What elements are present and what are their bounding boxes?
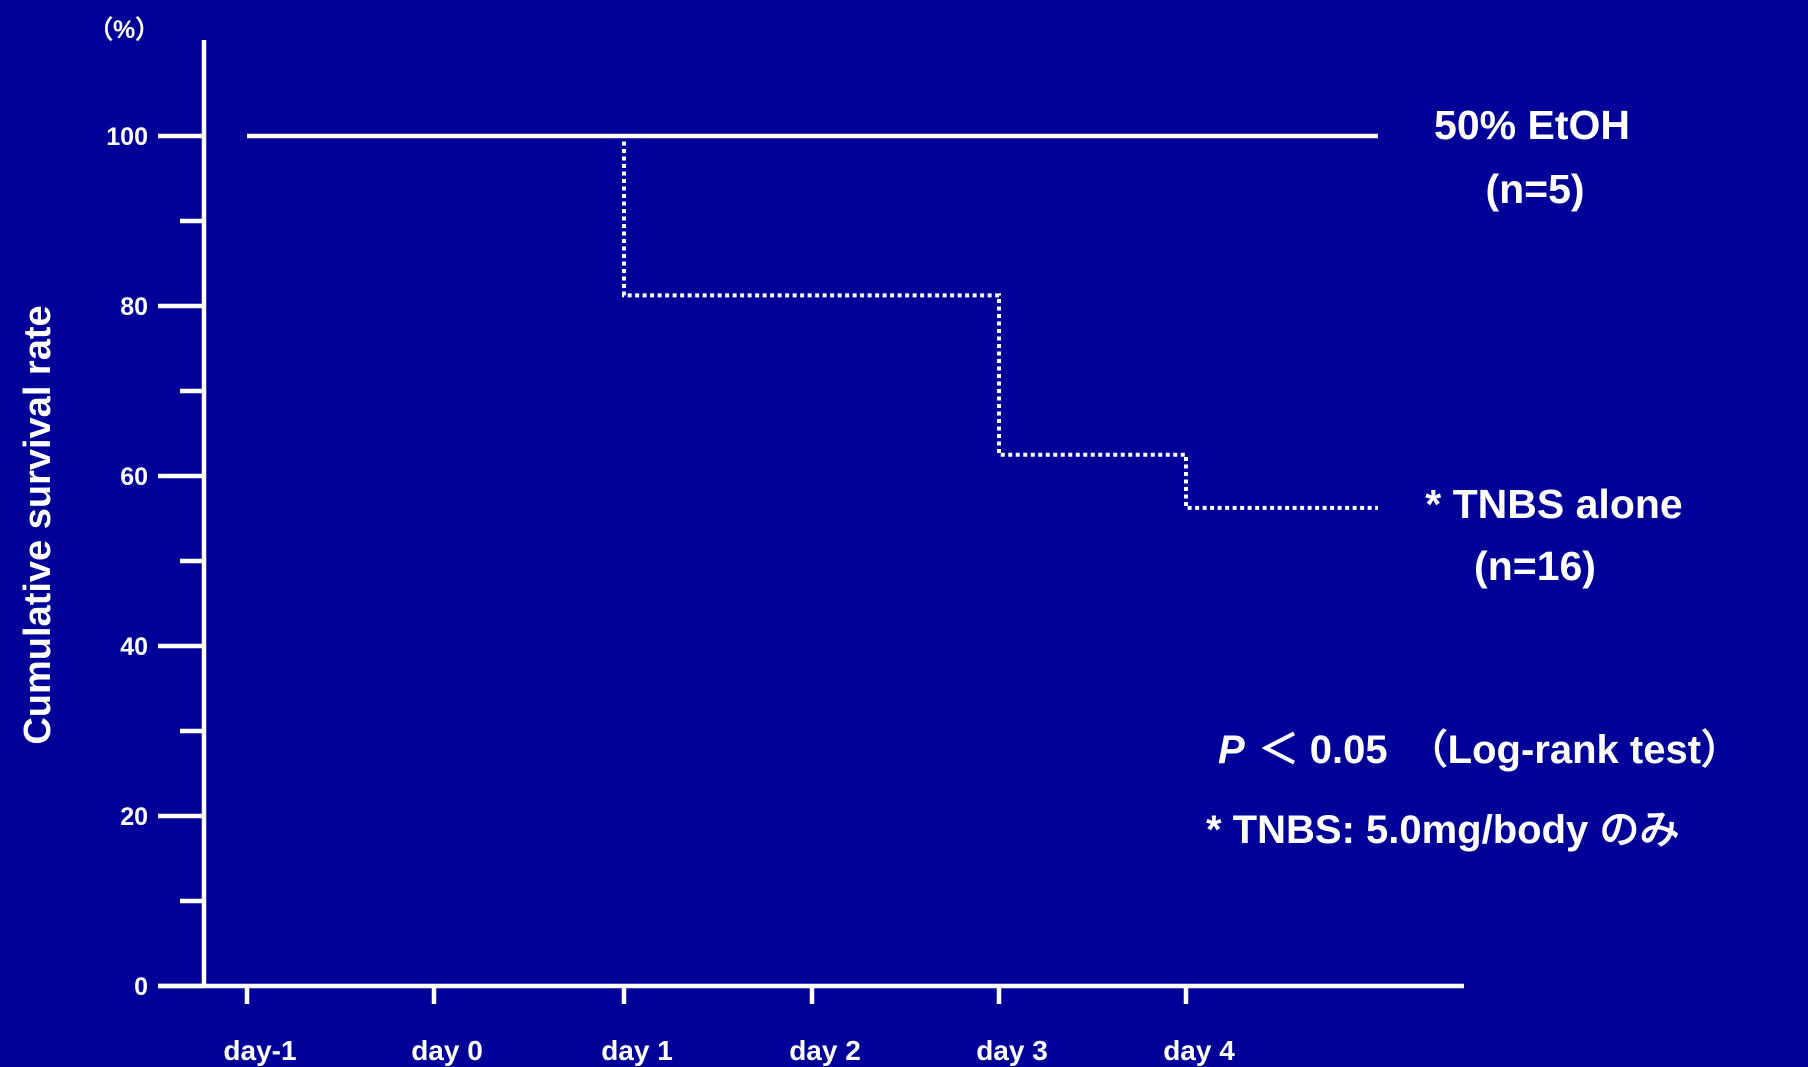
x-tick-label-5: day 4 xyxy=(1163,1035,1235,1066)
dose-note: * TNBS: 5.0mg/body のみ xyxy=(1206,808,1679,852)
y-tick-label-20: 20 xyxy=(120,803,148,831)
x-tick-label-3: day 2 xyxy=(789,1035,861,1066)
x-tick-label-4: day 3 xyxy=(976,1035,1048,1066)
p-symbol: P xyxy=(1218,728,1245,772)
y-axis-unit: （%） xyxy=(88,15,160,44)
series-n-etoh: (n=5) xyxy=(1485,166,1584,212)
p-value-text: ＜ 0.05 （Log-rank test） xyxy=(1259,728,1741,772)
x-tick-label-1: day 0 xyxy=(411,1035,483,1066)
series-label-tnbs: * TNBS alone xyxy=(1425,481,1682,527)
y-tick-label-0: 0 xyxy=(134,973,148,1001)
x-tick-label-0: day-1 xyxy=(223,1035,296,1066)
series-lines xyxy=(247,133,1378,510)
y-tick-label-60: 60 xyxy=(120,463,148,491)
series-label-etoh: 50% EtOH xyxy=(1434,102,1630,148)
y-tick-label-40: 40 xyxy=(120,633,148,661)
series-line-1 xyxy=(247,134,1378,510)
series-n-tnbs: (n=16) xyxy=(1474,543,1596,589)
y-ticks: 0 20 40 60 80 100 xyxy=(106,123,204,1001)
p-value-annotation: P ＜ 0.05 （Log-rank test） xyxy=(1218,728,1741,772)
y-tick-label-100: 100 xyxy=(106,123,148,151)
y-tick-label-80: 80 xyxy=(120,293,148,321)
x-ticks: day-1 day 0 day 1 day 2 day 3 day 4 xyxy=(223,986,1235,1066)
y-axis-label: Cumulative survival rate xyxy=(17,305,59,744)
x-tick-label-2: day 1 xyxy=(601,1035,673,1066)
